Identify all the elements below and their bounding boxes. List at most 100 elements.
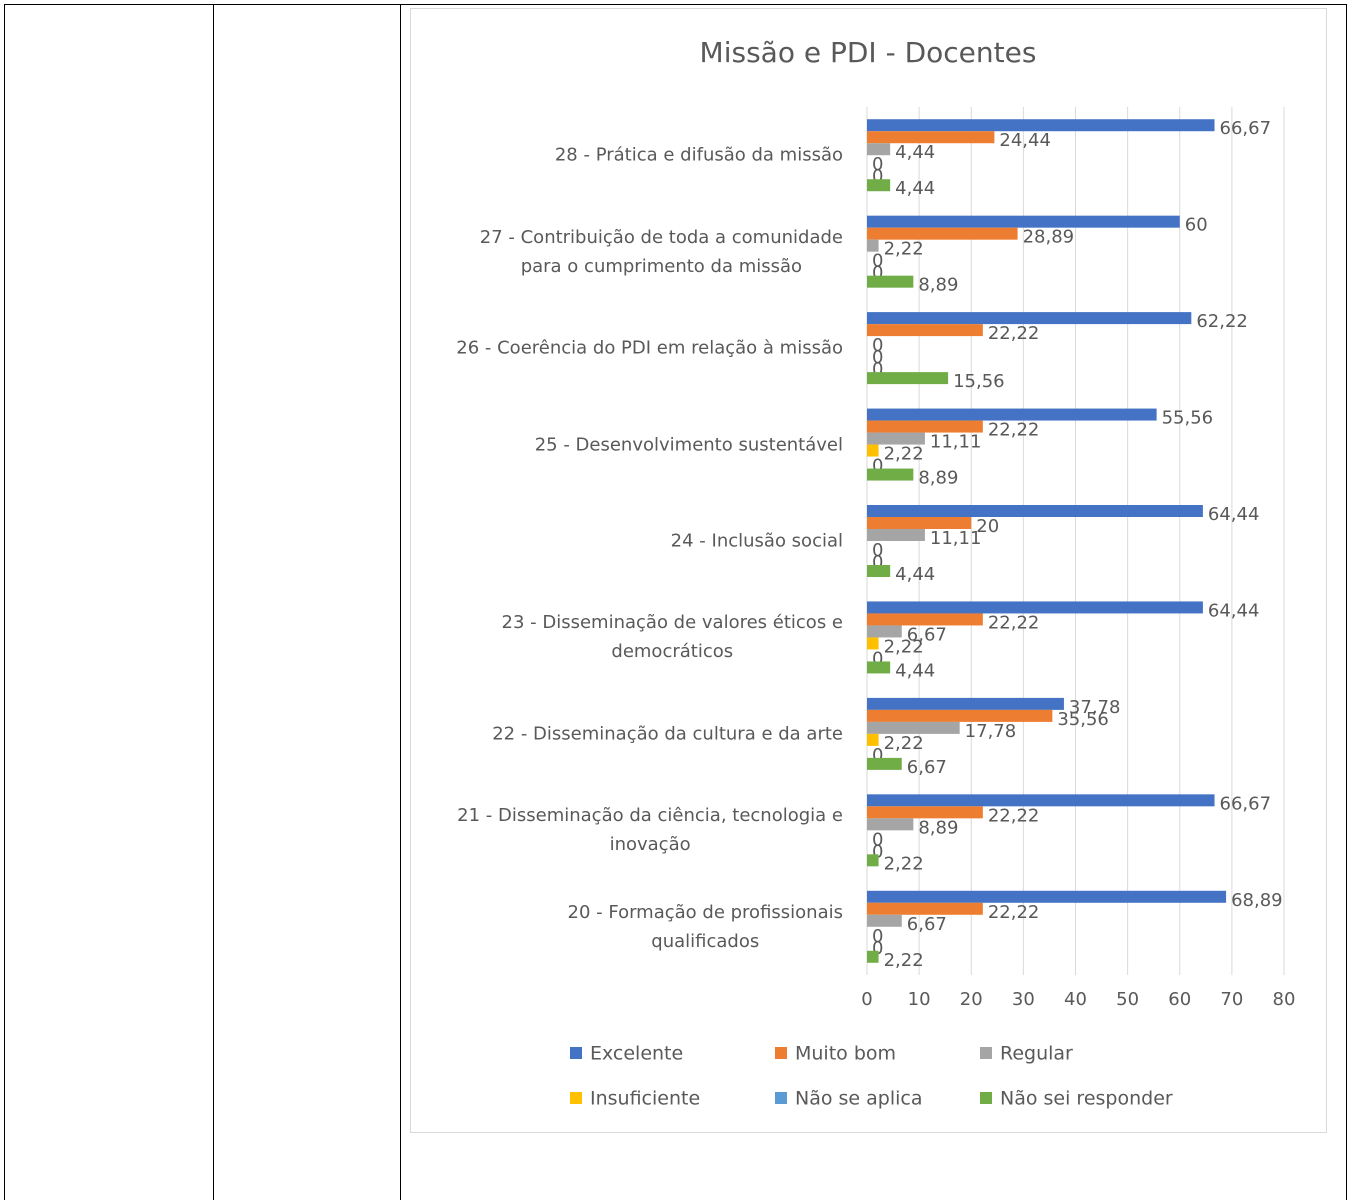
x-tick-label: 50 [1116, 989, 1139, 1010]
data-label: 11,11 [930, 432, 982, 453]
data-label: 37,78 [1069, 697, 1121, 718]
bar [867, 733, 879, 746]
bar [867, 625, 902, 638]
category-label: 27 - Contribuição de toda a comunidade p… [479, 226, 843, 277]
chart-frame [410, 8, 1327, 1133]
bar [867, 468, 914, 481]
x-tick-label: 30 [1012, 989, 1035, 1010]
category-label: 21 - Disseminação da ciência, tecnologia… [457, 805, 843, 856]
bar [867, 444, 879, 457]
bar [867, 227, 1018, 240]
legend-swatch [980, 1092, 992, 1104]
bar [867, 408, 1157, 421]
bar [867, 275, 914, 288]
category-label: 25 - Desenvolvimento sustentável [534, 434, 843, 456]
data-label: 4,44 [895, 178, 935, 199]
bar [867, 697, 1064, 710]
bar [867, 721, 960, 734]
legend-swatch [570, 1047, 582, 1059]
data-label: 60 [1185, 215, 1208, 236]
legend-swatch [775, 1047, 787, 1059]
bar [867, 432, 925, 445]
table-border [4, 4, 5, 1200]
data-label: 0 [872, 829, 883, 850]
data-label: 8,89 [918, 468, 958, 489]
data-label: 0 [872, 841, 883, 862]
bar [867, 818, 914, 831]
data-label: 0 [872, 456, 883, 477]
bar [867, 613, 983, 626]
bar [867, 757, 902, 770]
x-tick-label: 80 [1273, 989, 1296, 1010]
data-label: 4,44 [895, 660, 935, 681]
data-label: 6,67 [907, 624, 947, 645]
bar [867, 661, 891, 674]
bar [867, 372, 949, 385]
data-label: 15,56 [953, 371, 1005, 392]
data-label: 17,78 [965, 721, 1017, 742]
data-label: 8,89 [918, 817, 958, 838]
bar [867, 239, 879, 252]
data-label: 6,67 [907, 757, 947, 778]
data-label: 0 [872, 335, 883, 356]
data-label: 0 [872, 347, 883, 368]
data-label: 68,89 [1231, 890, 1283, 911]
data-label: 22,22 [988, 323, 1040, 344]
table-border [400, 4, 401, 1200]
data-label: 4,44 [895, 564, 935, 585]
legend-label: Regular [1000, 1043, 1073, 1065]
data-label: 0 [872, 154, 883, 175]
data-label: 6,67 [907, 914, 947, 935]
data-label: 22,22 [988, 805, 1040, 826]
legend-swatch [980, 1047, 992, 1059]
data-label: 0 [872, 251, 883, 272]
legend-swatch [570, 1092, 582, 1104]
bar [867, 565, 891, 577]
data-label: 2,22 [884, 853, 924, 874]
data-label: 2,22 [884, 733, 924, 754]
data-label: 20 [976, 516, 999, 537]
bar [867, 794, 1215, 807]
bar [867, 131, 995, 144]
data-label: 24,44 [999, 130, 1051, 151]
bar [867, 914, 902, 927]
legend-label: Não se aplica [795, 1088, 923, 1110]
data-label: 2,22 [884, 950, 924, 971]
data-label: 62,22 [1196, 311, 1248, 332]
x-tick-label: 60 [1168, 989, 1191, 1010]
bar [867, 215, 1180, 228]
bar [867, 950, 879, 963]
data-label: 0 [872, 745, 883, 766]
bar [867, 505, 1203, 517]
data-label: 35,56 [1057, 709, 1109, 730]
bar [867, 806, 983, 819]
legend-label: Excelente [590, 1043, 683, 1065]
x-tick-label: 20 [960, 989, 983, 1010]
data-label: 0 [872, 648, 883, 669]
data-label: 0 [872, 359, 883, 380]
data-label: 55,56 [1162, 408, 1214, 429]
bar [867, 179, 891, 192]
data-label: 0 [872, 552, 883, 573]
category-label: 28 - Prática e difusão da missão [554, 144, 843, 166]
legend-label: Insuficiente [590, 1088, 700, 1110]
data-label: 0 [872, 263, 883, 284]
x-tick-label: 70 [1220, 989, 1243, 1010]
data-label: 11,11 [930, 528, 982, 549]
category-label: 20 - Formação de profissionais qualifica… [567, 901, 843, 952]
category-label: 24 - Inclusão social [670, 530, 843, 552]
data-label: 0 [872, 926, 883, 947]
data-label: 66,67 [1220, 118, 1272, 139]
data-label: 2,22 [884, 239, 924, 260]
data-label: 0 [872, 166, 883, 187]
bar [867, 601, 1203, 614]
x-tick-label: 0 [861, 989, 872, 1010]
table-border [1346, 4, 1347, 1200]
bar [867, 854, 879, 867]
bar [867, 637, 879, 650]
bar [867, 119, 1215, 132]
data-label: 64,44 [1208, 600, 1260, 621]
data-label: 22,22 [988, 420, 1040, 441]
bar [867, 312, 1192, 325]
